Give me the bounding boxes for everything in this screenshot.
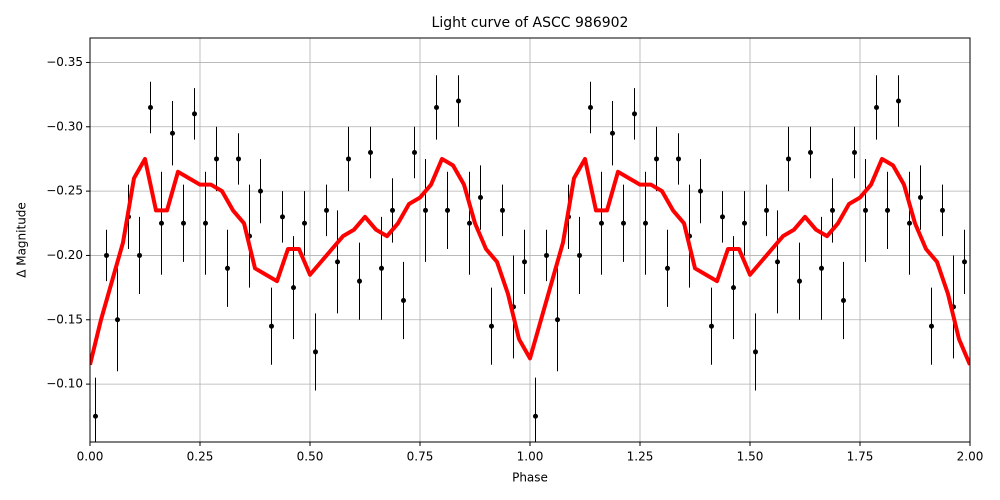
data-point	[445, 207, 450, 213]
data-point	[577, 252, 582, 258]
data-point	[764, 207, 769, 213]
data-point	[478, 195, 483, 201]
data-point	[489, 323, 494, 329]
data-point	[753, 349, 758, 355]
data-point	[544, 252, 549, 258]
data-point	[940, 207, 945, 213]
x-tick-label: 0.75	[407, 450, 434, 464]
data-point	[599, 220, 604, 226]
data-point	[555, 317, 560, 323]
data-point	[137, 252, 142, 258]
data-point	[115, 317, 120, 323]
y-axis-label: Δ Magnitude	[15, 202, 29, 278]
data-point	[236, 156, 241, 162]
data-point	[401, 297, 406, 303]
data-point	[456, 98, 461, 104]
data-point	[874, 104, 879, 110]
data-point	[610, 130, 615, 136]
data-point	[742, 220, 747, 226]
data-point	[324, 207, 329, 213]
data-point	[434, 104, 439, 110]
data-point	[654, 156, 659, 162]
data-point	[918, 195, 923, 201]
data-point	[621, 220, 626, 226]
data-point	[841, 297, 846, 303]
data-point	[379, 265, 384, 271]
data-point	[291, 285, 296, 291]
data-point	[357, 278, 362, 284]
data-point	[423, 207, 428, 213]
data-point	[720, 214, 725, 220]
data-point	[731, 285, 736, 291]
data-point	[962, 259, 967, 265]
data-point	[786, 156, 791, 162]
data-point	[588, 104, 593, 110]
data-point	[665, 265, 670, 271]
x-tick-label: 0.50	[297, 450, 324, 464]
data-point	[929, 323, 934, 329]
trend-line	[90, 156, 970, 366]
data-point	[632, 111, 637, 117]
x-tick-label: 1.75	[847, 450, 874, 464]
data-point	[280, 214, 285, 220]
y-tick-label: −0.10	[46, 377, 83, 391]
chart-title: Light curve of ASCC 986902	[432, 15, 629, 31]
data-point	[885, 207, 890, 213]
data-point	[346, 156, 351, 162]
data-point	[225, 265, 230, 271]
plot-frame	[89, 37, 971, 443]
data-point	[93, 413, 98, 419]
y-tick-label: −0.15	[46, 312, 83, 326]
y-tick-label: −0.30	[46, 119, 83, 133]
data-point	[698, 188, 703, 194]
data-point	[830, 207, 835, 213]
data-point	[819, 265, 824, 271]
x-axis-label: Phase	[512, 471, 548, 485]
data-point	[313, 349, 318, 355]
data-point	[203, 220, 208, 226]
y-tick-label: −0.20	[46, 248, 83, 262]
data-point	[863, 207, 868, 213]
x-tick-label: 2.00	[957, 450, 984, 464]
data-point	[368, 150, 373, 156]
data-point	[907, 220, 912, 226]
data-point	[181, 220, 186, 226]
data-point	[852, 150, 857, 156]
plot-area	[90, 38, 970, 442]
data-point	[676, 156, 681, 162]
data-point	[709, 323, 714, 329]
x-tick-label: 1.50	[737, 450, 764, 464]
data-point	[192, 111, 197, 117]
y-tick-label: −0.35	[46, 55, 83, 69]
data-point	[159, 220, 164, 226]
data-point	[533, 413, 538, 419]
x-tick-label: 1.00	[517, 450, 544, 464]
x-tick-label: 1.25	[627, 450, 654, 464]
x-tick-label: 0.25	[187, 450, 214, 464]
data-point	[467, 220, 472, 226]
data-point	[148, 104, 153, 110]
data-point	[258, 188, 263, 194]
data-point	[522, 259, 527, 265]
data-point	[775, 259, 780, 265]
data-point	[302, 220, 307, 226]
data-point	[643, 220, 648, 226]
data-point	[500, 207, 505, 213]
data-point	[808, 150, 813, 156]
data-point	[412, 150, 417, 156]
data-point	[214, 156, 219, 162]
data-point	[390, 207, 395, 213]
x-tick-label: 0.00	[77, 450, 104, 464]
data-point	[269, 323, 274, 329]
data-point	[170, 130, 175, 136]
data-point	[896, 98, 901, 104]
data-point	[104, 252, 109, 258]
data-point	[797, 278, 802, 284]
data-point	[335, 259, 340, 265]
y-tick-label: −0.25	[46, 184, 83, 198]
